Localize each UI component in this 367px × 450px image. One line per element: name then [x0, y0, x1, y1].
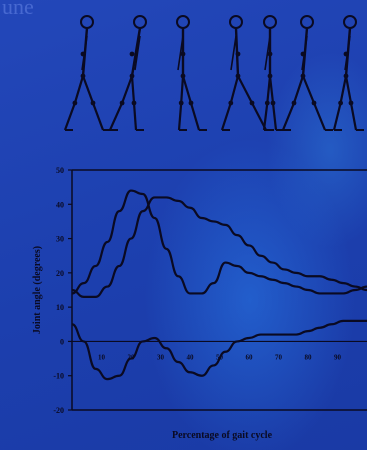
walker-joint-marker	[235, 51, 241, 57]
walker-joint-marker	[80, 73, 86, 79]
x-tick-label: 60	[246, 353, 254, 361]
header-fragment: une	[2, 0, 34, 19]
y-axis-title: Joint angle (degrees)	[32, 246, 43, 334]
walker-joint-marker	[270, 100, 276, 106]
walker-joint-marker	[311, 100, 317, 106]
walker-joint-marker	[300, 73, 306, 79]
walker-head	[229, 15, 243, 29]
walker-joint-marker	[188, 100, 194, 106]
x-tick-label: 20	[128, 353, 136, 361]
series-lines	[71, 189, 367, 381]
walker-arm	[230, 35, 237, 71]
x-tick-label: 30	[157, 353, 165, 361]
walker-joint-marker	[249, 100, 255, 106]
series-line-2	[71, 196, 367, 298]
y-tick-label: 30	[56, 235, 64, 244]
walker-joint-marker	[264, 100, 270, 106]
walker-figure	[63, 15, 111, 131]
y-tick-label: 20	[56, 269, 64, 278]
walker-joint-marker	[228, 100, 234, 106]
walker-joint-marker	[338, 100, 343, 106]
walker-joint-marker	[129, 51, 135, 57]
walker-figure	[108, 15, 147, 131]
walker-joint-marker	[180, 73, 186, 79]
y-tick-label: -20	[53, 406, 64, 415]
walker-arm	[134, 35, 141, 71]
walker-joint-marker	[72, 100, 78, 106]
walker-arm	[177, 35, 184, 71]
series-line-3	[71, 319, 367, 381]
walker-head	[176, 15, 190, 29]
walker-torso	[130, 27, 142, 77]
x-tick-label: 10	[98, 353, 106, 361]
x-tick-label: 40	[187, 353, 195, 361]
walker-joint-marker	[180, 51, 186, 57]
x-tick-label: 90	[334, 353, 342, 361]
walker-joint-marker	[131, 100, 137, 106]
walker-figure	[332, 15, 364, 131]
walker-joint-marker	[267, 51, 273, 57]
gait-chart: -20 -10 0 10 20 30 40 50 10 20 30 40 50 60 70 80 90 Joi…	[32, 166, 367, 441]
series-line-1	[71, 189, 367, 295]
walker-joint-marker	[119, 100, 125, 106]
walker-joint-marker	[343, 73, 349, 79]
gait-stick-figures	[63, 15, 364, 131]
walker-joint-marker	[90, 100, 96, 106]
walker-joint-marker	[178, 100, 184, 106]
walker-joint-marker	[348, 100, 354, 106]
walker-head	[343, 15, 357, 29]
y-tick-label: -10	[53, 372, 64, 381]
y-axis-ticks: -20 -10 0 10 20 30 40 50	[53, 166, 72, 415]
walker-head	[133, 15, 147, 29]
walker-figure	[176, 15, 207, 131]
walker-head	[263, 15, 277, 29]
walker-head	[80, 15, 94, 29]
walker-head	[300, 15, 314, 29]
walker-joint-marker	[267, 73, 273, 79]
y-tick-label: 40	[56, 200, 64, 209]
walker-joint-marker	[129, 73, 135, 79]
y-tick-label: 0	[60, 337, 64, 346]
x-axis-title: Percentage of gait cycle	[172, 430, 273, 441]
x-tick-label: 80	[305, 353, 313, 361]
walker-figure	[281, 15, 333, 131]
walker-joint-marker	[235, 73, 241, 79]
walker-figure	[262, 15, 284, 131]
walker-joint-marker	[291, 100, 297, 106]
walker-figure	[220, 15, 274, 131]
walker-joint-marker	[343, 51, 349, 57]
walker-joint-marker	[80, 51, 86, 57]
walker-arm	[264, 35, 271, 71]
x-tick-label: 70	[275, 353, 283, 361]
walker-joint-marker	[300, 51, 306, 57]
y-tick-label: 10	[56, 303, 64, 312]
y-tick-label: 50	[56, 166, 64, 175]
